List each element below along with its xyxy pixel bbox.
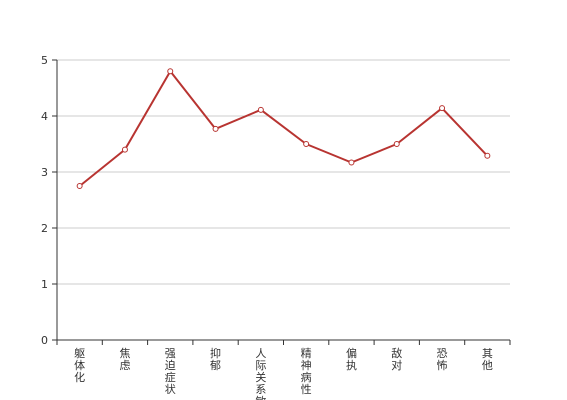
series-line bbox=[79, 70, 489, 187]
data-point-7 bbox=[393, 141, 400, 147]
x-tick-label: 其他 bbox=[482, 347, 493, 372]
x-tick-label: 强迫症状 bbox=[165, 347, 176, 396]
x-tick-label: 精神病性 bbox=[301, 347, 312, 396]
x-tick-label: 抑郁 bbox=[210, 346, 221, 372]
y-axis-ticks: 0 1 2 3 4 5 bbox=[41, 54, 57, 347]
series bbox=[76, 68, 491, 189]
data-point-4 bbox=[257, 106, 264, 113]
x-axis-ticks: 躯体化 焦虑 强迫症状 抑郁 人际关系敏感 精神病性 偏执 敌对 恐怖 其他 bbox=[56, 340, 511, 400]
axes bbox=[56, 60, 510, 341]
y-tick-label: 5 bbox=[41, 54, 48, 67]
data-point-1 bbox=[121, 146, 128, 153]
y-tick-label: 2 bbox=[41, 222, 48, 235]
y-tick-label: 0 bbox=[41, 334, 48, 347]
data-point-6 bbox=[348, 159, 355, 166]
data-point-5 bbox=[303, 141, 310, 147]
data-point-9 bbox=[484, 152, 491, 159]
x-tick-label: 偏执 bbox=[346, 346, 357, 372]
x-tick-label: 焦虑 bbox=[119, 347, 130, 372]
x-tick-label: 敌对 bbox=[391, 346, 402, 372]
x-tick-label: 恐怖 bbox=[437, 347, 448, 372]
y-tick-label: 3 bbox=[41, 166, 48, 179]
data-point-3 bbox=[212, 125, 219, 132]
x-tick-label: 人际关系敏感 bbox=[255, 347, 266, 400]
y-tick-label: 4 bbox=[41, 110, 48, 123]
data-point-2 bbox=[167, 68, 174, 75]
x-tick-label: 躯体化 bbox=[74, 347, 85, 384]
gridlines bbox=[57, 59, 510, 285]
data-point-8 bbox=[439, 105, 446, 112]
data-point-0 bbox=[76, 183, 83, 189]
y-tick-label: 1 bbox=[41, 278, 48, 291]
